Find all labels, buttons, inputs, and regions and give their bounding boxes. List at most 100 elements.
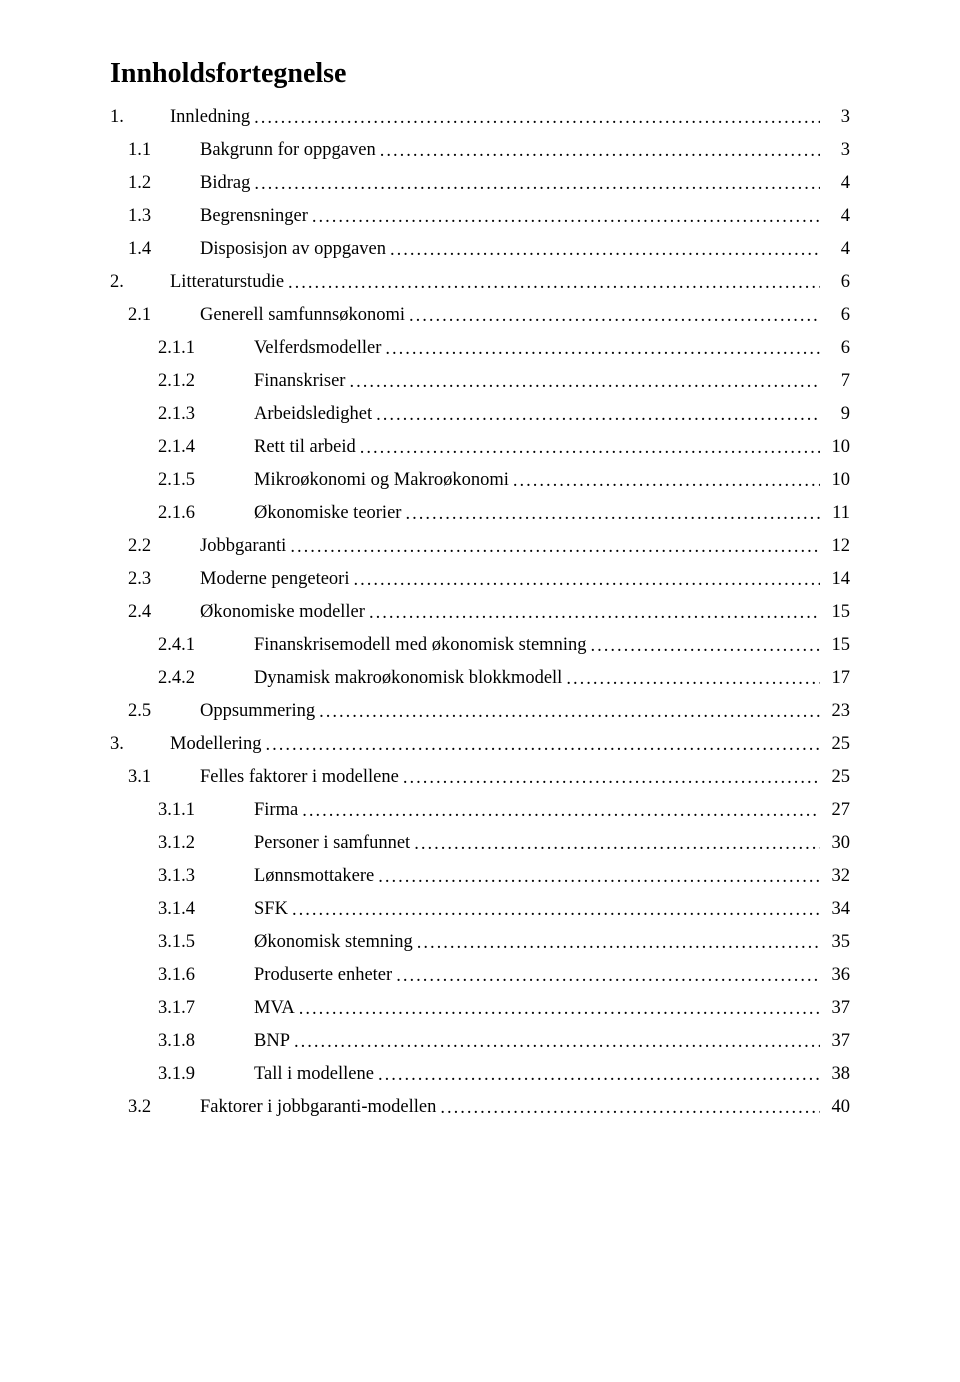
toc-entry-page: 10 [824, 471, 850, 490]
toc-entry-title: BNP [254, 1032, 290, 1051]
toc-entry-number: 2.1.1 [110, 339, 254, 358]
toc-entry-title: Generell samfunnsøkonomi [200, 306, 405, 325]
toc-entry-number: 3.1.8 [110, 1032, 254, 1051]
toc-entry-page: 4 [824, 207, 850, 226]
toc-entry-page: 38 [824, 1065, 850, 1084]
toc-entry-title: Bidrag [200, 174, 250, 193]
toc-entry-title: Tall i modellene [254, 1065, 374, 1084]
toc-entry-title: Litteraturstudie [170, 273, 284, 292]
toc-entry: 3.1.2Personer i samfunnet 30 [110, 834, 850, 853]
toc-entry-number: 2.1 [110, 306, 200, 325]
toc-entry: 1.2Bidrag 4 [110, 174, 850, 193]
toc-leader-dots [290, 538, 820, 557]
toc-entry-number: 2.5 [110, 702, 200, 721]
toc-leader-dots [380, 142, 820, 161]
toc-leader-dots [288, 274, 820, 293]
toc-leader-dots [369, 604, 820, 623]
toc-entry-number: 3.1.9 [110, 1065, 254, 1084]
toc-entry-number: 1. [110, 108, 170, 127]
toc-entry: 3.Modellering 25 [110, 735, 850, 754]
toc-entry-number: 1.3 [110, 207, 200, 226]
toc-entry-page: 15 [824, 603, 850, 622]
toc-entry: 2.1.4Rett til arbeid10 [110, 438, 850, 457]
toc-entry-page: 3 [824, 141, 850, 160]
toc-entry-number: 2.1.5 [110, 471, 254, 490]
toc-leader-dots [513, 472, 820, 491]
toc-entry-page: 30 [824, 834, 850, 853]
toc-leader-dots [405, 505, 820, 524]
toc-entry: 3.1.3Lønnsmottakere 32 [110, 867, 850, 886]
toc-entry-page: 25 [824, 735, 850, 754]
toc-entry: 2.4Økonomiske modeller15 [110, 603, 850, 622]
toc-entry-page: 14 [824, 570, 850, 589]
toc-entry: 3.1.9Tall i modellene 38 [110, 1065, 850, 1084]
page: Innholdsfortegnelse 1.Innledning31.1Bakg… [0, 0, 960, 1382]
toc-entry-page: 9 [824, 405, 850, 424]
toc-entry-title: Personer i samfunnet [254, 834, 410, 853]
toc-entry-number: 2. [110, 273, 170, 292]
toc-entry-number: 2.1.3 [110, 405, 254, 424]
toc-leader-dots [360, 439, 820, 458]
toc-entry-title: Mikroøkonomi og Makroøkonomi [254, 471, 509, 490]
toc-entry-number: 2.4.2 [110, 669, 254, 688]
toc-entry-page: 4 [824, 174, 850, 193]
toc-entry-number: 3.1.5 [110, 933, 254, 952]
toc-entry-title: Produserte enheter [254, 966, 392, 985]
toc-entry-number: 3.1.3 [110, 867, 254, 886]
toc-leader-dots [265, 736, 820, 755]
toc-leader-dots [378, 1066, 820, 1085]
toc-entry-page: 23 [824, 702, 850, 721]
toc-entry-number: 2.3 [110, 570, 200, 589]
toc-leader-dots [396, 967, 820, 986]
toc-entry-title: Rett til arbeid [254, 438, 356, 457]
toc-entry-title: Økonomiske teorier [254, 504, 401, 523]
toc-entry-page: 15 [824, 636, 850, 655]
toc-leader-dots [417, 934, 820, 953]
toc-entry-page: 25 [824, 768, 850, 787]
toc-leader-dots [414, 835, 820, 854]
toc-leader-dots [403, 769, 820, 788]
toc-entry-number: 1.1 [110, 141, 200, 160]
toc-entry-page: 34 [824, 900, 850, 919]
toc-entry-title: Oppsummering [200, 702, 315, 721]
toc-leader-dots [353, 571, 820, 590]
toc-leader-dots [254, 175, 820, 194]
toc-entry: 2.1.1Velferdsmodeller 6 [110, 339, 850, 358]
toc-entry-number: 1.4 [110, 240, 200, 259]
toc-entry-page: 11 [824, 504, 850, 523]
toc-entry-title: Økonomiske modeller [200, 603, 365, 622]
toc-leader-dots [390, 241, 820, 260]
toc-entry-title: SFK [254, 900, 288, 919]
toc-entry: 2.Litteraturstudie6 [110, 273, 850, 292]
toc-entry: 1.Innledning3 [110, 108, 850, 127]
toc-entry-number: 2.1.6 [110, 504, 254, 523]
toc-leader-dots [319, 703, 820, 722]
toc-entry-number: 3.1.2 [110, 834, 254, 853]
toc-entry: 2.3Moderne pengeteori14 [110, 570, 850, 589]
toc-entry-page: 10 [824, 438, 850, 457]
toc-entry-number: 2.1.2 [110, 372, 254, 391]
toc-entry-title: Arbeidsledighet [254, 405, 372, 424]
toc-leader-dots [566, 670, 820, 689]
toc-entry-number: 1.2 [110, 174, 200, 193]
toc-leader-dots [409, 307, 820, 326]
toc-entry-page: 37 [824, 1032, 850, 1051]
toc-entry-title: Faktorer i jobbgaranti-modellen [200, 1098, 436, 1117]
toc-entry-number: 3.1.6 [110, 966, 254, 985]
toc-entry-title: Velferdsmodeller [254, 339, 381, 358]
toc-entry: 3.1.4SFK34 [110, 900, 850, 919]
toc-entry: 2.5Oppsummering 23 [110, 702, 850, 721]
toc-entry-page: 32 [824, 867, 850, 886]
toc-entry-title: Modellering [170, 735, 261, 754]
toc-entry: 3.2Faktorer i jobbgaranti-modellen40 [110, 1098, 850, 1117]
toc-entry-page: 6 [824, 339, 850, 358]
toc-entry-number: 2.4.1 [110, 636, 254, 655]
toc-entry-title: Finanskriser [254, 372, 345, 391]
toc-entry-number: 3. [110, 735, 170, 754]
toc-entry: 3.1.1Firma27 [110, 801, 850, 820]
toc-entry-title: Lønnsmottakere [254, 867, 374, 886]
toc-entry-title: Økonomisk stemning [254, 933, 413, 952]
toc-entry: 2.1.2Finanskriser7 [110, 372, 850, 391]
toc-entry: 3.1.7MVA37 [110, 999, 850, 1018]
toc-entry: 1.4Disposisjon av oppgaven4 [110, 240, 850, 259]
